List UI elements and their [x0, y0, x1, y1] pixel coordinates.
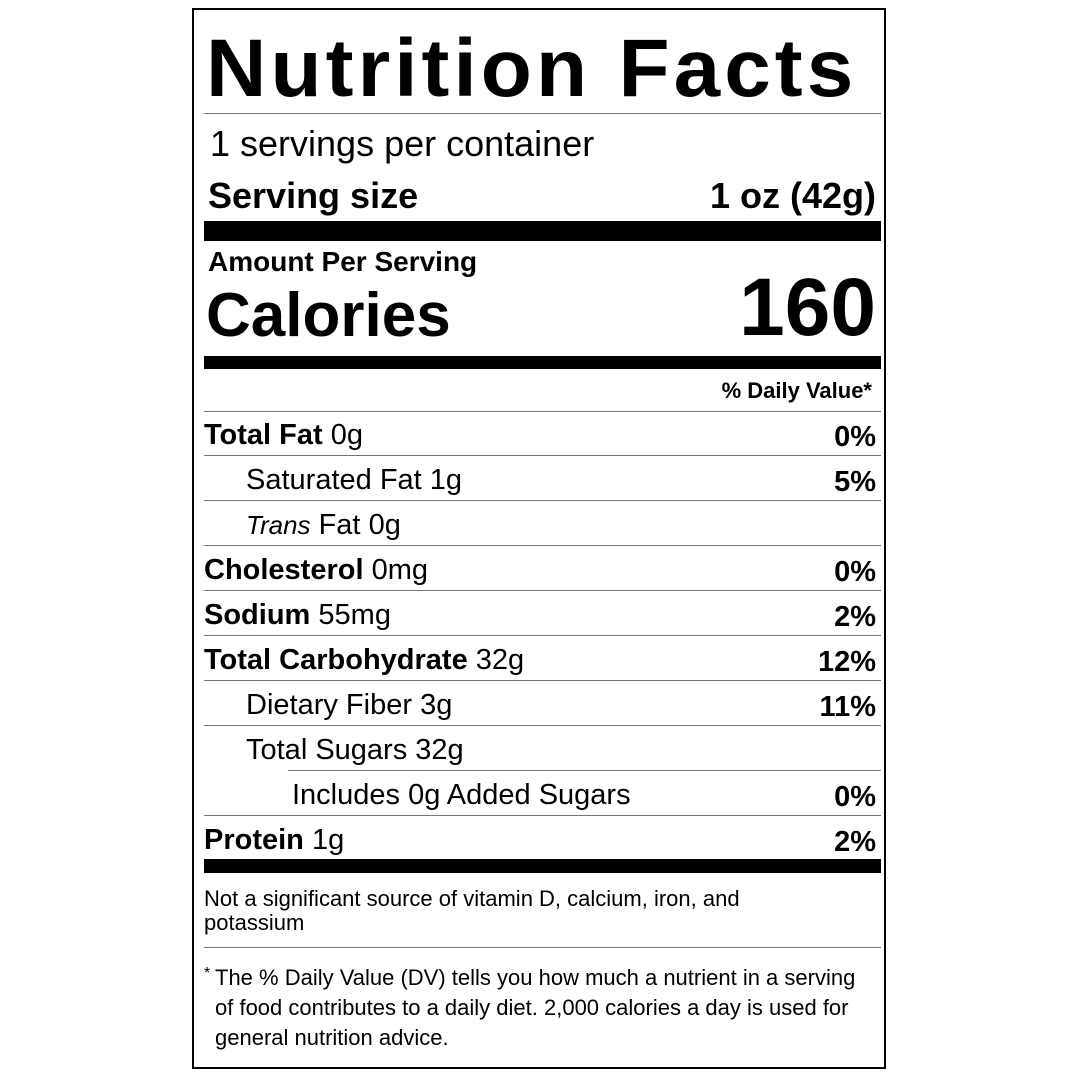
nutrient-row: Dietary Fiber 3g 11%: [204, 682, 881, 726]
nutrient-name: Total Fat 0g: [204, 419, 363, 452]
row-divider: [204, 500, 881, 501]
footnote-star: *: [204, 965, 211, 982]
daily-value-percent: 0%: [834, 421, 876, 453]
nutrient-amount: 3g: [420, 689, 453, 721]
nutrient-row: Total Carbohydrate 32g 12%: [204, 637, 881, 681]
nutrient-label: Total Fat: [204, 419, 323, 451]
daily-value-header: % Daily Value*: [721, 378, 872, 403]
nutrient-name: Saturated Fat 1g: [246, 464, 462, 497]
serving-size-label: Serving size: [208, 175, 419, 216]
nutrient-name: Protein 1g: [204, 824, 344, 857]
calories-value: 160: [739, 262, 876, 353]
servings-per-container: 1 servings per container: [210, 123, 595, 164]
nutrient-name: Total Carbohydrate 32g: [204, 644, 524, 677]
daily-value-percent: 2%: [834, 826, 876, 858]
nutrient-row: Trans Fat 0g: [204, 502, 881, 546]
footnote: The % Daily Value (DV) tells you how muc…: [215, 965, 856, 1050]
nutrient-label: Total Sugars: [246, 734, 408, 766]
medium-divider: [204, 356, 881, 369]
nutrient-row: Total Sugars 32g: [204, 727, 881, 771]
nutrient-row: Total Fat 0g 0%: [204, 412, 881, 456]
nutrient-amount: 55mg: [318, 599, 391, 631]
nutrient-row: Protein 1g 2%: [204, 817, 876, 861]
nutrient-label: Sodium: [204, 599, 311, 631]
nutrient-label: Total Carbohydrate: [204, 644, 468, 676]
divider: [204, 113, 881, 114]
daily-value-percent: 5%: [834, 466, 876, 498]
serving-size-value: 1 oz (42g): [709, 175, 876, 216]
nutrient-amount: 0g: [330, 419, 364, 451]
daily-value-percent: 0%: [834, 556, 876, 588]
nutrient-row: Cholesterol 0mg 0%: [204, 547, 881, 591]
nutrient-name: Trans Fat 0g: [246, 509, 401, 542]
nutrient-amount: 32g: [415, 734, 464, 766]
nutrient-row: Sodium 55mg 2%: [204, 592, 881, 636]
thick-divider: [204, 221, 881, 241]
row-divider: [204, 725, 881, 726]
daily-value-percent: 2%: [834, 601, 876, 633]
nutrient-name: Total Sugars 32g: [246, 734, 464, 767]
row-divider: [204, 455, 881, 456]
nutrient-row: Includes 0g Added Sugars 0%: [204, 772, 881, 816]
row-divider: [288, 770, 881, 771]
daily-value-percent: 0%: [834, 781, 876, 813]
nutrient-label: Cholesterol: [204, 554, 364, 586]
nutrient-amount: 32g: [475, 644, 525, 676]
nutrient-label: Dietary Fiber: [246, 689, 412, 721]
row-divider: [204, 545, 881, 546]
divider: [204, 411, 881, 412]
not-significant-note: Not a significant source of vitamin D, c…: [204, 886, 740, 935]
nutrient-name-italic: Trans: [246, 510, 311, 540]
row-divider: [204, 590, 881, 591]
nutrient-name: Includes 0g Added Sugars: [292, 779, 631, 812]
amount-per-serving: Amount Per Serving: [208, 246, 478, 277]
daily-value-percent: 12%: [817, 646, 876, 678]
nutrient-amount: 1g: [311, 824, 345, 856]
nutrient-label: Saturated Fat: [246, 464, 422, 496]
calories-label: Calories: [206, 281, 451, 350]
daily-value-percent: 11%: [819, 691, 876, 723]
nutrient-amount: 0mg: [371, 554, 429, 586]
label-title: Nutrition Facts: [206, 23, 858, 114]
divider: [204, 947, 881, 948]
nutrient-name: Cholesterol 0mg: [204, 554, 428, 587]
nutrition-facts-label: Nutrition Facts 1 servings per container…: [192, 8, 886, 1069]
nutrient-label: Includes 0g Added Sugars: [292, 779, 631, 811]
thick-divider: [204, 859, 881, 873]
nutrient-label: Protein: [204, 824, 304, 856]
nutrient-row: Saturated Fat 1g 5%: [204, 457, 881, 501]
row-divider: [204, 680, 881, 681]
nutrient-label: Fat: [318, 509, 361, 541]
row-divider: [204, 815, 881, 816]
nutrient-amount: 0g: [368, 509, 401, 541]
nutrient-name: Dietary Fiber 3g: [246, 689, 452, 722]
row-divider: [204, 635, 881, 636]
nutrient-name: Sodium 55mg: [204, 599, 391, 632]
nutrient-amount: 1g: [429, 464, 463, 496]
